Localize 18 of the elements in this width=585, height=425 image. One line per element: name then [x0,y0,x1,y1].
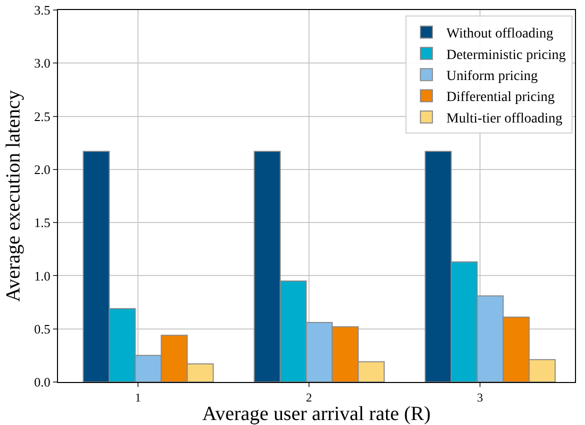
x-tick-label: 2 [306,390,312,404]
legend-label: Deterministic pricing [446,48,566,63]
legend-label: Differential pricing [446,90,555,106]
y-tick-label: 3.5 [34,2,50,18]
x-tick-label: 1 [135,390,142,404]
y-tick-label: 3.0 [34,56,50,71]
y-tick-label: 0.5 [34,321,50,336]
legend-label: Uniform pricing [446,69,538,84]
legend-label: Without offloading [446,26,554,42]
y-tick-label: 1.5 [34,215,50,230]
y-tick-label: 2.5 [34,108,50,124]
y-tick-label: 0.0 [34,374,50,390]
legend-label: Multi-tier offloading [446,111,562,126]
x-axis-title: Average user arrival rate (R) [202,403,431,425]
x-tick-label: 3 [476,390,483,404]
y-axis-title: Average execution latency [2,90,25,302]
y-tick-label: 1.0 [34,268,50,284]
y-tick-label: 2.0 [34,162,50,177]
